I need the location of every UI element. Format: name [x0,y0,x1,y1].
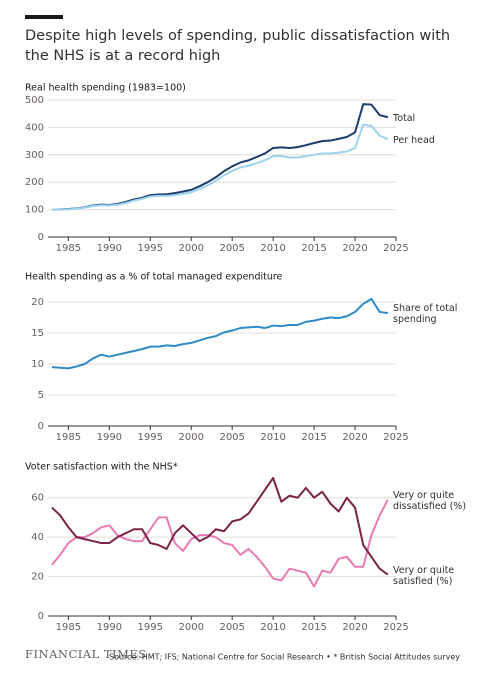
x-tick-label: 2005 [219,622,244,633]
x-tick-label: 2025 [383,243,408,254]
y-tick-label: 200 [25,177,44,188]
series-label: Share of total spending [393,303,458,326]
y-tick-label: 60 [31,493,44,504]
x-tick-label: 1985 [56,243,81,254]
series-label-box: Very or quite satisfied (%) [393,564,455,587]
y-tick-label: 5 [38,390,44,401]
header-bar [25,15,63,19]
chart-subtitle: Health spending as a % of total managed … [25,272,283,283]
x-tick-label: 2010 [260,622,285,633]
series-label-box: Share of total spending [393,303,458,326]
chart-subtitle: Real health spending (1983=100) [25,83,186,94]
series-label: Per head [393,134,435,146]
title: Despite high levels of spending, public … [25,28,451,64]
x-tick-label: 2015 [301,243,326,254]
y-tick-label: 300 [25,150,44,161]
y-tick-label: 0 [38,232,44,243]
y-tick-label: 0 [38,421,44,432]
series-label-box: Total [393,112,416,124]
x-tick-label: 2005 [219,243,244,254]
x-tick-label: 1995 [138,622,163,633]
y-tick-label: 20 [31,572,44,583]
y-tick-label: 20 [31,297,44,308]
x-tick-label: 1985 [56,432,81,443]
brand: FINANCIAL TIMES [25,647,147,661]
y-tick-label: 100 [25,205,44,216]
series-line [51,477,389,576]
x-tick-label: 1990 [97,622,122,633]
y-tick-label: 15 [31,328,44,339]
y-tick-label: 40 [31,532,44,543]
series-line [51,103,389,211]
x-tick-label: 2015 [301,432,326,443]
series-line [51,499,389,588]
series-label: Very or quite dissatisfied (%) [393,489,467,512]
x-tick-label: 1995 [138,432,163,443]
series-label: Total [393,112,416,124]
series-label-box: Very or quite dissatisfied (%) [393,489,467,512]
series-label: Very or quite satisfied (%) [393,564,455,587]
series-label-box: Per head [393,134,435,146]
x-tick-label: 2005 [219,432,244,443]
y-tick-label: 10 [31,359,44,370]
x-tick-label: 2015 [301,622,326,633]
y-tick-label: 0 [38,611,44,622]
x-tick-label: 1990 [97,243,122,254]
y-tick-label: 400 [25,122,44,133]
x-tick-label: 2000 [179,432,204,443]
y-tick-label: 500 [25,95,44,106]
x-tick-label: 2000 [179,243,204,254]
series-line [51,297,388,370]
x-tick-label: 1995 [138,243,163,254]
x-tick-label: 2020 [342,432,367,443]
source: Source: HMT; IFS; National Centre for So… [109,653,460,662]
x-tick-label: 2025 [383,622,408,633]
chart-subtitle: Voter satisfaction with the NHS* [25,462,178,473]
x-tick-label: 2000 [179,622,204,633]
series-line [51,123,389,211]
x-tick-label: 2020 [342,243,367,254]
x-tick-label: 2010 [260,432,285,443]
x-tick-label: 1990 [97,432,122,443]
x-tick-label: 2025 [383,432,408,443]
x-tick-label: 1985 [56,622,81,633]
x-tick-label: 2010 [260,243,285,254]
x-tick-label: 2020 [342,622,367,633]
